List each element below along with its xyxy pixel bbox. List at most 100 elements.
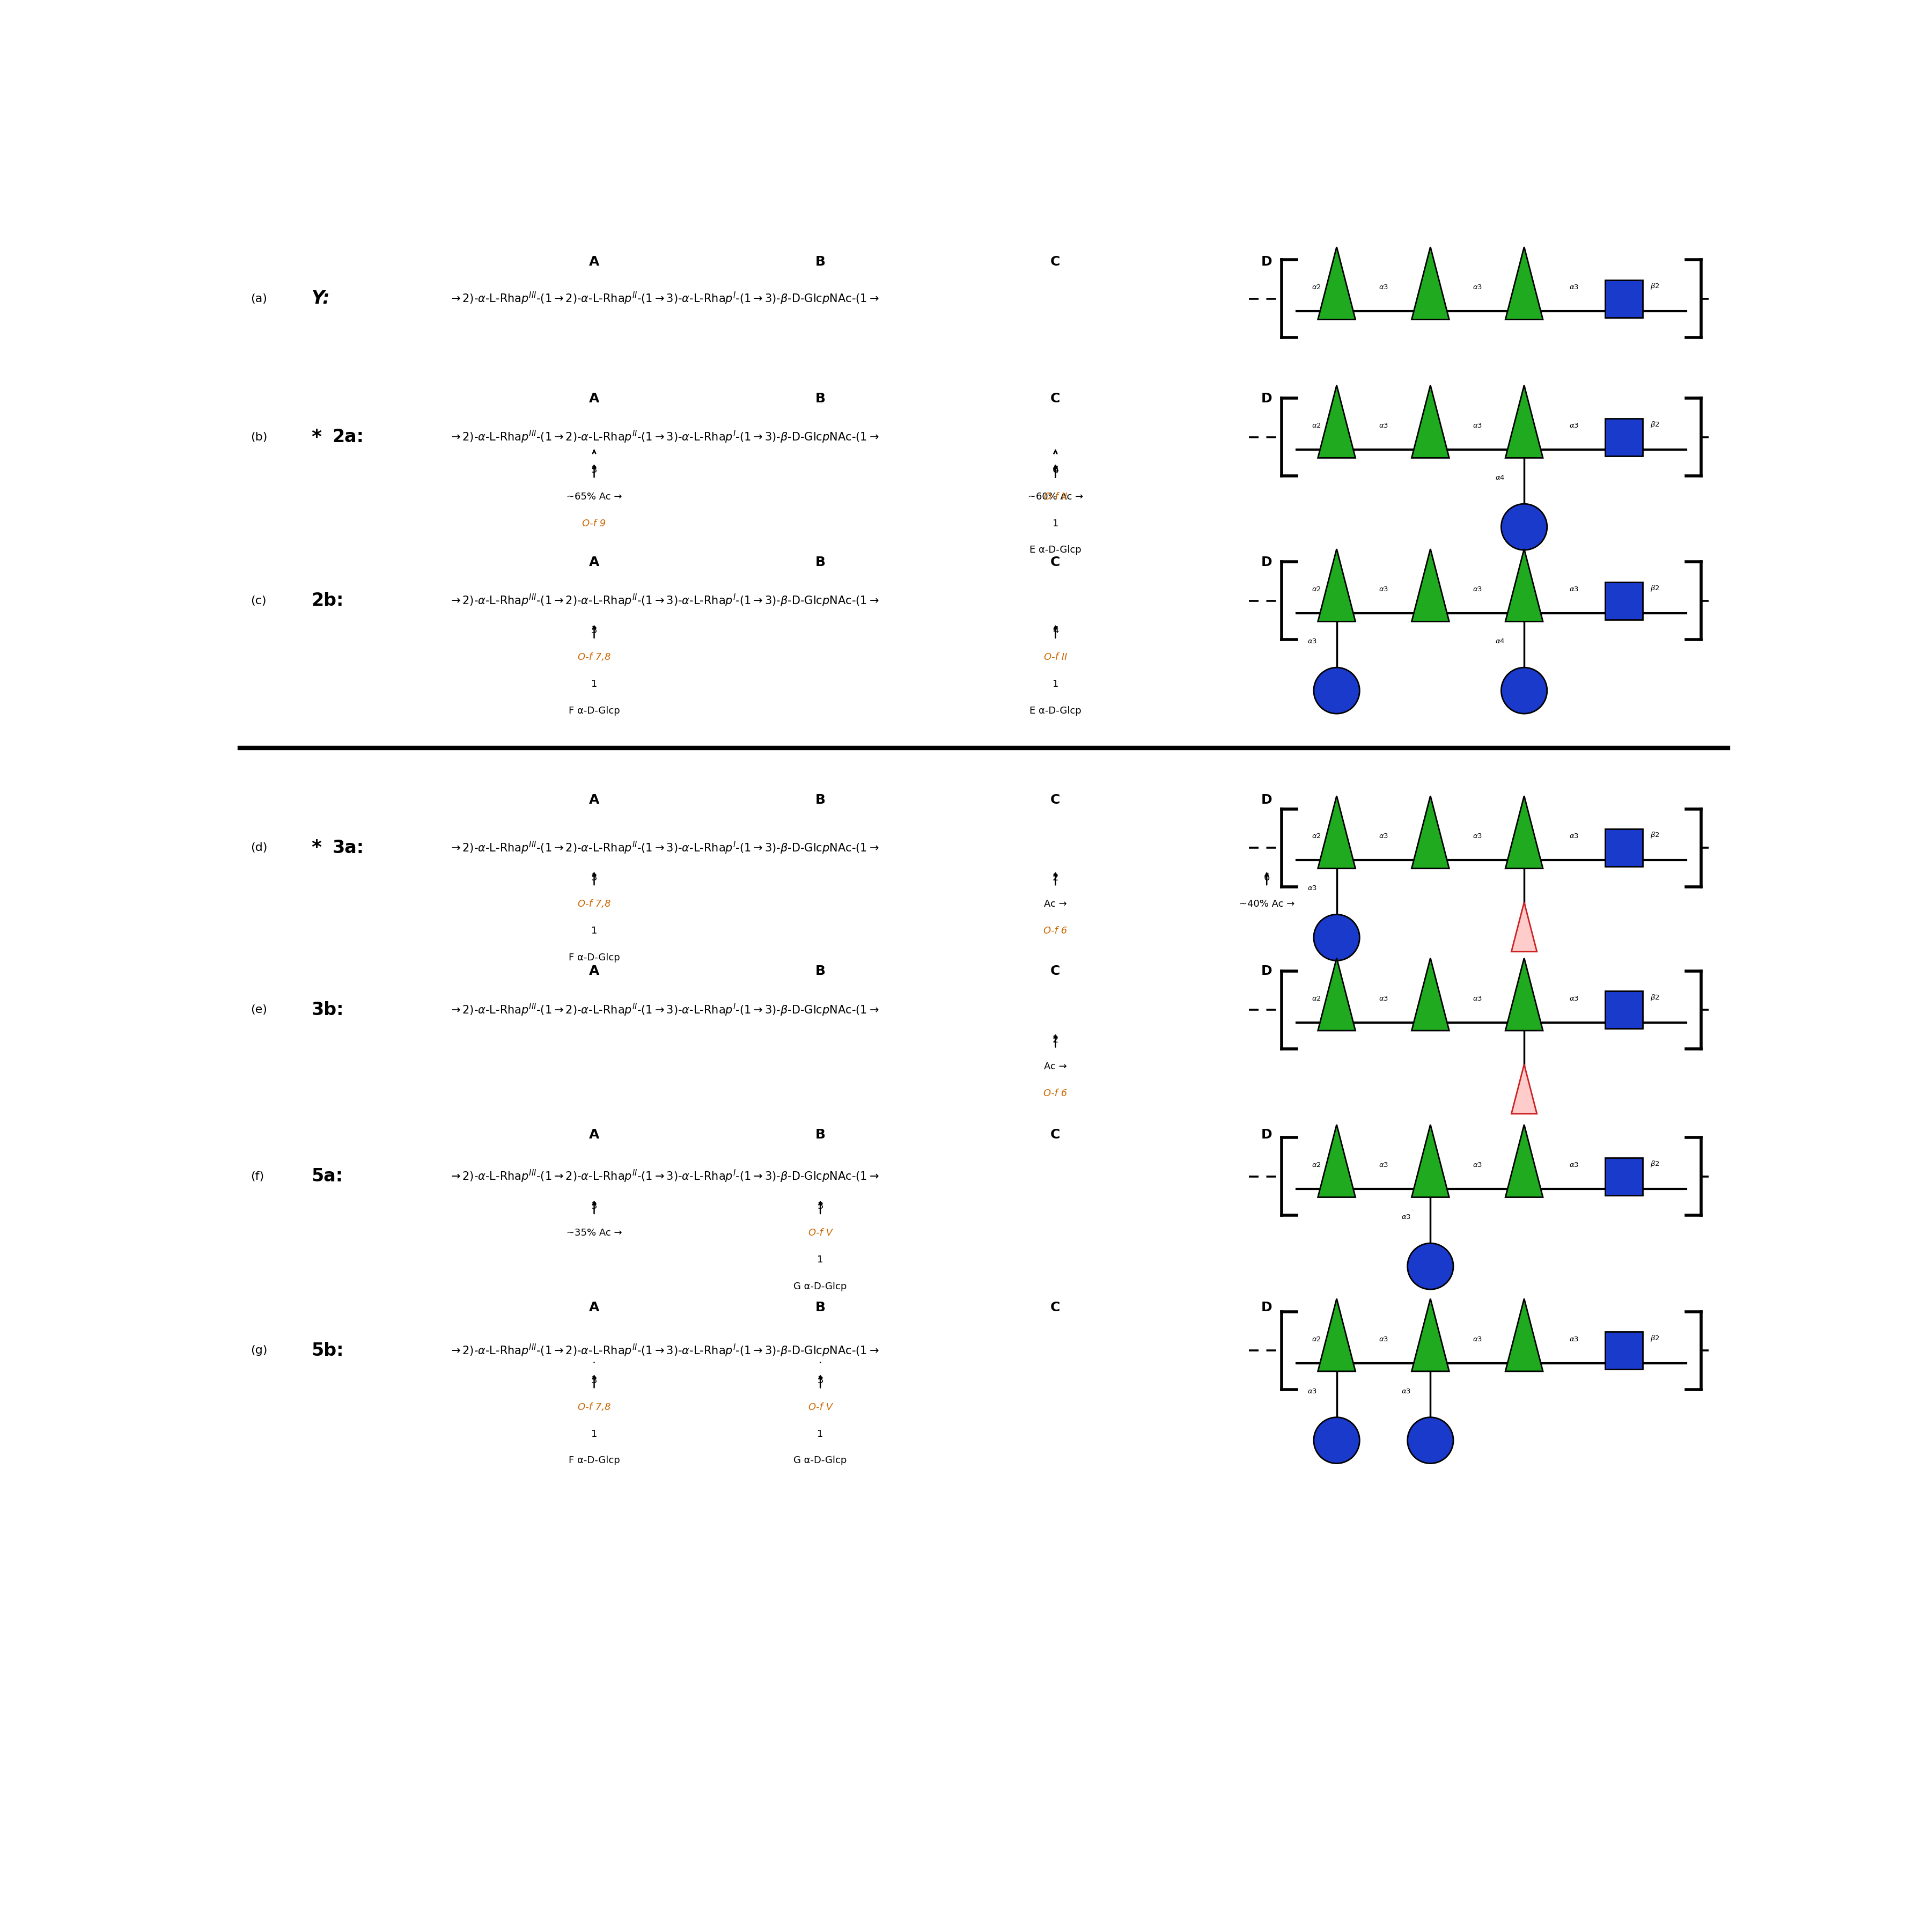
Text: E α-D-Glcp: E α-D-Glcp: [1029, 705, 1081, 715]
Text: 2: 2: [1052, 873, 1058, 883]
Text: ~40% Ac →: ~40% Ac →: [1238, 900, 1294, 910]
Text: O-f II: O-f II: [1044, 493, 1068, 502]
Ellipse shape: [1501, 504, 1548, 551]
Text: A: A: [589, 255, 599, 269]
Text: D: D: [1261, 255, 1273, 269]
Text: D: D: [1261, 1300, 1273, 1314]
Text: $\alpha$3: $\alpha$3: [1473, 585, 1482, 593]
Text: $\alpha$4: $\alpha$4: [1496, 638, 1505, 645]
Text: (a): (a): [250, 294, 267, 303]
Text: $\alpha$3: $\alpha$3: [1379, 1335, 1388, 1343]
Text: 1: 1: [591, 680, 597, 690]
Text: O-f 6: O-f 6: [1044, 1088, 1068, 1097]
Text: B: B: [816, 1300, 826, 1314]
Text: O-f 9: O-f 9: [582, 518, 607, 527]
Text: B: B: [816, 392, 826, 406]
Polygon shape: [1505, 1124, 1544, 1198]
Text: ~60% Ac →: ~60% Ac →: [1027, 493, 1083, 502]
Text: $\alpha$3: $\alpha$3: [1473, 1161, 1482, 1169]
Polygon shape: [1505, 796, 1544, 869]
Text: ~65% Ac →: ~65% Ac →: [566, 493, 622, 502]
Text: C: C: [1050, 1128, 1060, 1142]
Text: $\beta$2: $\beta$2: [1651, 1333, 1659, 1343]
Text: 2a:: 2a:: [332, 429, 365, 446]
Bar: [1605, 1331, 1644, 1370]
Text: $\alpha$3: $\alpha$3: [1379, 995, 1388, 1003]
Text: $\rightarrow$2)-$\alpha$-L-Rha$p^{III}$-(1$\rightarrow$2)-$\alpha$-L-Rha$p^{II}$: $\rightarrow$2)-$\alpha$-L-Rha$p^{III}$-…: [449, 593, 879, 609]
Text: $\alpha$3: $\alpha$3: [1569, 284, 1578, 292]
Text: B: B: [816, 794, 826, 806]
Text: Ac →: Ac →: [1044, 1061, 1068, 1070]
Text: (d): (d): [250, 842, 267, 854]
Ellipse shape: [1501, 668, 1548, 713]
Text: 1: 1: [1052, 680, 1058, 690]
Text: B: B: [816, 1128, 826, 1142]
Text: ~35% Ac →: ~35% Ac →: [566, 1229, 622, 1238]
Text: D: D: [1261, 556, 1273, 568]
Text: $\beta$2: $\beta$2: [1651, 583, 1659, 593]
Text: $\alpha$3: $\alpha$3: [1569, 1335, 1578, 1343]
Text: $\beta$2: $\beta$2: [1651, 1159, 1659, 1169]
Text: $\rightarrow$2)-$\alpha$-L-Rha$p^{III}$-(1$\rightarrow$2)-$\alpha$-L-Rha$p^{II}$: $\rightarrow$2)-$\alpha$-L-Rha$p^{III}$-…: [449, 1343, 879, 1358]
Text: $\alpha$3: $\alpha$3: [1402, 1387, 1411, 1395]
Bar: [1605, 582, 1644, 620]
Text: $\alpha$3: $\alpha$3: [1379, 423, 1388, 429]
Text: 6: 6: [1263, 873, 1269, 883]
Text: $\alpha$3: $\alpha$3: [1473, 1335, 1482, 1343]
Text: O-f 7,8: O-f 7,8: [578, 653, 611, 663]
Text: D: D: [1261, 794, 1273, 806]
Text: $\alpha$2: $\alpha$2: [1311, 585, 1321, 593]
Text: (g): (g): [250, 1345, 267, 1356]
Text: 4: 4: [1052, 626, 1058, 636]
Text: A: A: [589, 556, 599, 568]
Polygon shape: [1317, 549, 1356, 622]
Text: F α-D-Glcp: F α-D-Glcp: [568, 952, 620, 962]
Text: C: C: [1050, 556, 1060, 568]
Text: $\alpha$3: $\alpha$3: [1308, 638, 1317, 645]
Text: $\alpha$3: $\alpha$3: [1473, 995, 1482, 1003]
Text: 1: 1: [591, 1430, 597, 1439]
Polygon shape: [1317, 384, 1356, 458]
Text: 3a:: 3a:: [332, 838, 365, 856]
Text: $\beta$2: $\beta$2: [1651, 282, 1659, 292]
Ellipse shape: [1313, 668, 1359, 713]
Text: $\alpha$3: $\alpha$3: [1473, 833, 1482, 840]
Text: $\alpha$3: $\alpha$3: [1379, 284, 1388, 292]
Polygon shape: [1317, 796, 1356, 869]
Text: $\alpha$3: $\alpha$3: [1569, 1161, 1578, 1169]
Text: O-f V: O-f V: [808, 1229, 833, 1238]
Text: $\alpha$2: $\alpha$2: [1311, 1161, 1321, 1169]
Text: C: C: [1050, 255, 1060, 269]
Bar: [1605, 1157, 1644, 1196]
Text: A: A: [589, 794, 599, 806]
Text: *: *: [311, 429, 323, 446]
Text: 4: 4: [1052, 466, 1058, 475]
Text: O-f 7,8: O-f 7,8: [578, 1403, 611, 1412]
Text: G α-D-Glcp: G α-D-Glcp: [793, 1457, 847, 1466]
Text: 3: 3: [591, 1376, 597, 1385]
Text: 1: 1: [818, 1430, 824, 1439]
Polygon shape: [1505, 1298, 1544, 1372]
Text: F α-D-Glcp: F α-D-Glcp: [568, 705, 620, 715]
Text: B: B: [816, 255, 826, 269]
Text: $\alpha$3: $\alpha$3: [1569, 423, 1578, 429]
Text: (f): (f): [250, 1171, 263, 1182]
Text: O-f 7,8: O-f 7,8: [578, 900, 611, 910]
Polygon shape: [1505, 549, 1544, 622]
Text: $\beta$2: $\beta$2: [1651, 419, 1659, 429]
Text: 3: 3: [818, 1202, 824, 1211]
Polygon shape: [1411, 1124, 1450, 1198]
Polygon shape: [1505, 384, 1544, 458]
Text: $\alpha$3: $\alpha$3: [1473, 284, 1482, 292]
Ellipse shape: [1407, 1244, 1453, 1289]
Text: O-f 6: O-f 6: [1044, 925, 1068, 935]
Text: E α-D-Glcp: E α-D-Glcp: [1029, 545, 1081, 554]
Text: 3: 3: [591, 466, 597, 475]
Polygon shape: [1511, 902, 1536, 952]
Text: D: D: [1261, 1128, 1273, 1142]
Text: 3: 3: [591, 873, 597, 883]
Text: $\alpha$2: $\alpha$2: [1311, 995, 1321, 1003]
Text: A: A: [589, 1128, 599, 1142]
Polygon shape: [1505, 958, 1544, 1030]
Text: $\alpha$3: $\alpha$3: [1379, 1161, 1388, 1169]
